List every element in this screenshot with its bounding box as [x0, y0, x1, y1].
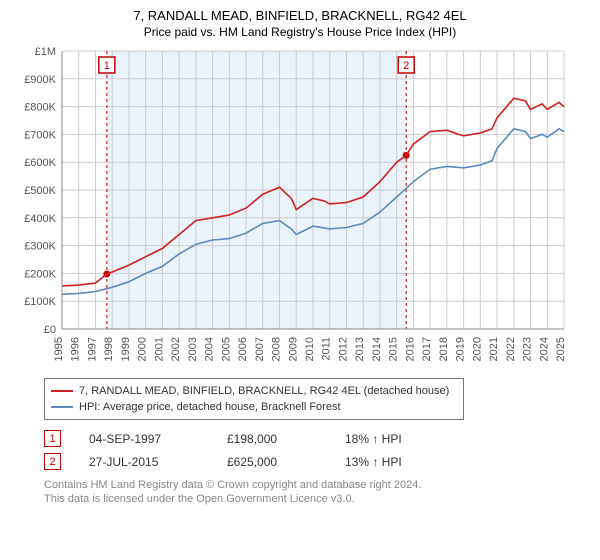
svg-text:2007: 2007	[254, 337, 266, 361]
svg-text:2013: 2013	[354, 337, 366, 361]
event-delta-2: 13% ↑ HPI	[345, 455, 402, 469]
svg-text:2004: 2004	[204, 337, 216, 361]
footer-line-2: This data is licensed under the Open Gov…	[44, 492, 590, 506]
svg-text:2016: 2016	[404, 337, 416, 361]
legend-label-2: HPI: Average price, detached house, Brac…	[79, 399, 341, 415]
svg-text:2015: 2015	[388, 337, 400, 361]
chart: £0 £100K £200K £300K £400K £500K £600K £700K £80…	[10, 45, 590, 370]
svg-text:2022: 2022	[505, 337, 517, 361]
event-price-1: £198,000	[227, 432, 317, 446]
svg-text:2002: 2002	[170, 337, 182, 361]
event-price-2: £625,000	[227, 455, 317, 469]
legend-swatch-1	[51, 390, 73, 392]
footer: Contains HM Land Registry data © Crown c…	[44, 478, 590, 506]
svg-text:£1M: £1M	[35, 46, 56, 58]
legend-row-2: HPI: Average price, detached house, Brac…	[51, 399, 457, 415]
svg-text:£400K: £400K	[24, 213, 56, 225]
event-date-1: 04-SEP-1997	[89, 432, 199, 446]
svg-text:£700K: £700K	[24, 129, 56, 141]
event-marker-1: 1	[44, 430, 61, 447]
svg-text:£800K: £800K	[24, 102, 56, 114]
svg-text:2014: 2014	[371, 337, 383, 361]
svg-text:2017: 2017	[421, 337, 433, 361]
svg-text:2024: 2024	[538, 337, 550, 361]
svg-text:£100K: £100K	[24, 296, 56, 308]
svg-text:1996: 1996	[70, 337, 82, 361]
svg-text:£600K: £600K	[24, 157, 56, 169]
event-delta-1: 18% ↑ HPI	[345, 432, 402, 446]
svg-text:2006: 2006	[237, 337, 249, 361]
svg-text:£500K: £500K	[24, 185, 56, 197]
svg-text:2010: 2010	[304, 337, 316, 361]
svg-text:2012: 2012	[337, 337, 349, 361]
svg-text:2018: 2018	[438, 337, 450, 361]
svg-text:1999: 1999	[120, 337, 132, 361]
svg-text:£200K: £200K	[24, 268, 56, 280]
svg-text:2003: 2003	[187, 337, 199, 361]
svg-text:1998: 1998	[103, 337, 115, 361]
svg-text:2005: 2005	[220, 337, 232, 361]
svg-text:1995: 1995	[53, 337, 65, 361]
svg-text:2009: 2009	[287, 337, 299, 361]
svg-text:2001: 2001	[153, 337, 165, 361]
event-row-2: 2 27-JUL-2015 £625,000 13% ↑ HPI	[44, 453, 590, 470]
page-title: 7, RANDALL MEAD, BINFIELD, BRACKNELL, RG…	[10, 8, 590, 23]
event-row-1: 1 04-SEP-1997 £198,000 18% ↑ HPI	[44, 430, 590, 447]
svg-text:2: 2	[403, 60, 409, 72]
svg-text:1997: 1997	[86, 337, 98, 361]
svg-text:2021: 2021	[488, 337, 500, 361]
event-marker-2: 2	[44, 453, 61, 470]
svg-text:£900K: £900K	[24, 74, 56, 86]
svg-text:2025: 2025	[555, 337, 567, 361]
svg-text:2019: 2019	[455, 337, 467, 361]
legend-swatch-2	[51, 406, 73, 408]
event-date-2: 27-JUL-2015	[89, 455, 199, 469]
page-container: 7, RANDALL MEAD, BINFIELD, BRACKNELL, RG…	[0, 0, 600, 516]
events-table: 1 04-SEP-1997 £198,000 18% ↑ HPI 2 27-JU…	[44, 430, 590, 470]
svg-text:£0: £0	[44, 324, 56, 336]
svg-text:1: 1	[104, 60, 110, 72]
svg-text:2023: 2023	[522, 337, 534, 361]
line-chart-svg: £0 £100K £200K £300K £400K £500K £600K £700K £80…	[10, 45, 570, 365]
svg-text:2011: 2011	[321, 337, 333, 361]
svg-text:£300K: £300K	[24, 241, 56, 253]
footer-line-1: Contains HM Land Registry data © Crown c…	[44, 478, 590, 492]
page-subtitle: Price paid vs. HM Land Registry's House …	[10, 25, 590, 39]
title-block: 7, RANDALL MEAD, BINFIELD, BRACKNELL, RG…	[10, 8, 590, 39]
legend-label-1: 7, RANDALL MEAD, BINFIELD, BRACKNELL, RG…	[79, 383, 449, 399]
svg-text:2008: 2008	[271, 337, 283, 361]
legend-box: 7, RANDALL MEAD, BINFIELD, BRACKNELL, RG…	[44, 378, 464, 420]
svg-text:2020: 2020	[471, 337, 483, 361]
svg-text:2000: 2000	[137, 337, 149, 361]
legend-row-1: 7, RANDALL MEAD, BINFIELD, BRACKNELL, RG…	[51, 383, 457, 399]
